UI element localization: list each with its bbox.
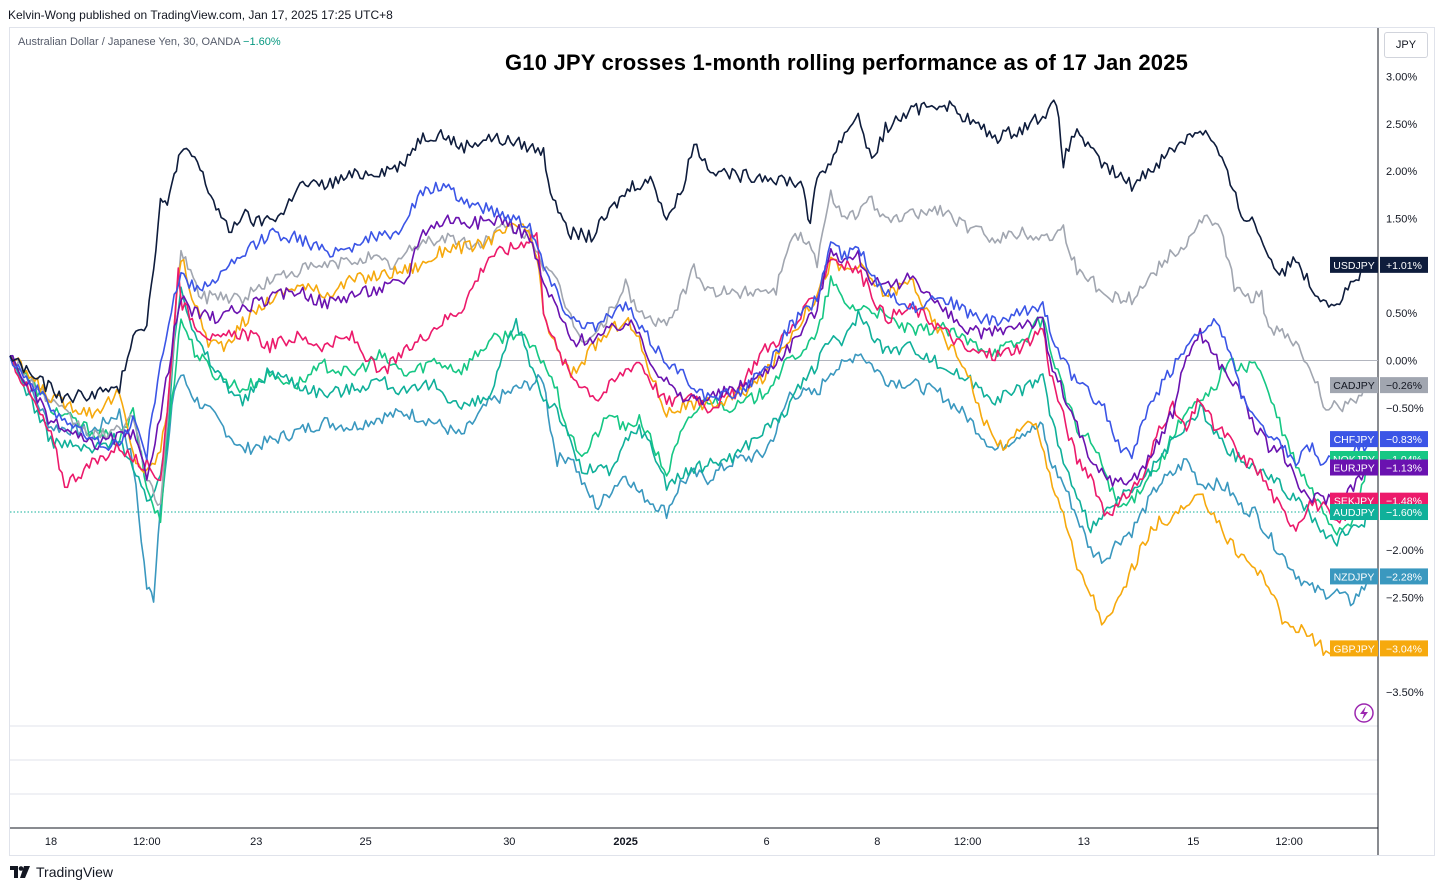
- series-value-tag: −1.13%: [1386, 463, 1422, 475]
- x-tick-label: 12:00: [133, 836, 161, 848]
- series-value-tag: −1.60%: [1386, 507, 1422, 519]
- series-name-tag: NZDJPY: [1334, 571, 1375, 583]
- series-value-tag: −0.83%: [1386, 434, 1422, 446]
- x-tick-label: 18: [45, 836, 57, 848]
- series-name-tag: GBPJPY: [1333, 643, 1374, 655]
- x-tick-label: 25: [360, 836, 372, 848]
- y-tick-label: 2.00%: [1386, 166, 1417, 178]
- symbol-change: −1.60%: [243, 36, 281, 48]
- y-tick-label: 2.50%: [1386, 119, 1417, 131]
- series-name-tag-bg: [1330, 377, 1378, 394]
- lightning-icon-ring[interactable]: [1354, 703, 1374, 723]
- y-tick-label: −2.50%: [1386, 592, 1424, 604]
- x-tick-label: 23: [250, 836, 262, 848]
- series-value-tag-bg: [1380, 377, 1428, 394]
- series-line-gbpjpy[interactable]: [9, 222, 1370, 656]
- series-line-chfjpy[interactable]: [9, 181, 1370, 467]
- x-tick-label: 12:00: [1275, 836, 1303, 848]
- series-name-tag: AUDJPY: [1333, 507, 1374, 519]
- series-value-tag-bg: [1380, 568, 1428, 585]
- series-name-tag-bg: [1330, 256, 1378, 273]
- series-value-tag-bg: [1380, 640, 1428, 657]
- publisher-line: Kelvin-Wong published on TradingView.com…: [8, 8, 393, 22]
- y-tick-label: −2.00%: [1386, 545, 1424, 557]
- series-line-nzdjpy[interactable]: [9, 353, 1370, 607]
- currency-button[interactable]: JPY: [1384, 32, 1428, 58]
- x-tick-label: 30: [503, 836, 515, 848]
- x-tick-label: 2025: [613, 836, 637, 848]
- series-name-tag-bg: [1330, 640, 1378, 657]
- series-value-tag-bg: [1380, 256, 1428, 273]
- series-name-tag: EURJPY: [1333, 463, 1374, 475]
- y-tick-label: 1.50%: [1386, 213, 1417, 225]
- chart-title: G10 JPY crosses 1-month rolling performa…: [505, 50, 1189, 75]
- series-name-tag: CADJPY: [1333, 380, 1374, 392]
- x-tick-label: 6: [763, 836, 769, 848]
- series-name-tag: CHFJPY: [1334, 434, 1375, 446]
- series-line-cadjpy[interactable]: [9, 189, 1369, 506]
- series-name-tag-bg: [1330, 431, 1378, 448]
- series-value-tag-bg: [1380, 431, 1428, 448]
- series-value-tag-bg: [1380, 459, 1428, 476]
- y-tick-label: 0.50%: [1386, 308, 1417, 320]
- series-line-nokjpy[interactable]: [9, 275, 1370, 536]
- series-value-tag: −2.28%: [1386, 571, 1422, 583]
- series-line-eurjpy[interactable]: [10, 214, 1369, 505]
- series-value-tag-bg: [1380, 504, 1428, 521]
- x-tick-label: 12:00: [954, 836, 982, 848]
- y-tick-label: 3.00%: [1386, 71, 1417, 83]
- series-name-tag-bg: [1330, 568, 1378, 585]
- footer-brand-label: TradingView: [36, 864, 114, 880]
- y-tick-label: −3.50%: [1386, 687, 1424, 699]
- chart-frame: [9, 27, 1435, 856]
- series-line-usdjpy[interactable]: [9, 99, 1370, 404]
- series-name-tag-bg: [1330, 459, 1378, 476]
- lightning-icon[interactable]: [1360, 706, 1368, 720]
- series-name-tag: USDJPY: [1333, 260, 1374, 272]
- series-name-tag-bg: [1330, 504, 1378, 521]
- x-tick-label: 8: [874, 836, 880, 848]
- symbol-description: Australian Dollar / Japanese Yen, 30, OA…: [18, 36, 240, 48]
- y-tick-label: 0.00%: [1386, 356, 1417, 368]
- x-tick-label: 15: [1187, 836, 1199, 848]
- series-line-sekjpy[interactable]: [9, 232, 1369, 532]
- x-tick-label: 13: [1078, 836, 1090, 848]
- symbol-info: Australian Dollar / Japanese Yen, 30, OA…: [18, 36, 281, 48]
- footer-brand[interactable]: TradingView: [10, 864, 113, 880]
- y-tick-label: −0.50%: [1386, 403, 1424, 415]
- tradingview-logo-icon: [10, 866, 30, 878]
- series-value-tag: +1.01%: [1386, 260, 1422, 272]
- series-value-tag: −3.04%: [1386, 643, 1422, 655]
- series-value-tag: −0.26%: [1386, 380, 1422, 392]
- series-line-audjpy[interactable]: [9, 286, 1369, 547]
